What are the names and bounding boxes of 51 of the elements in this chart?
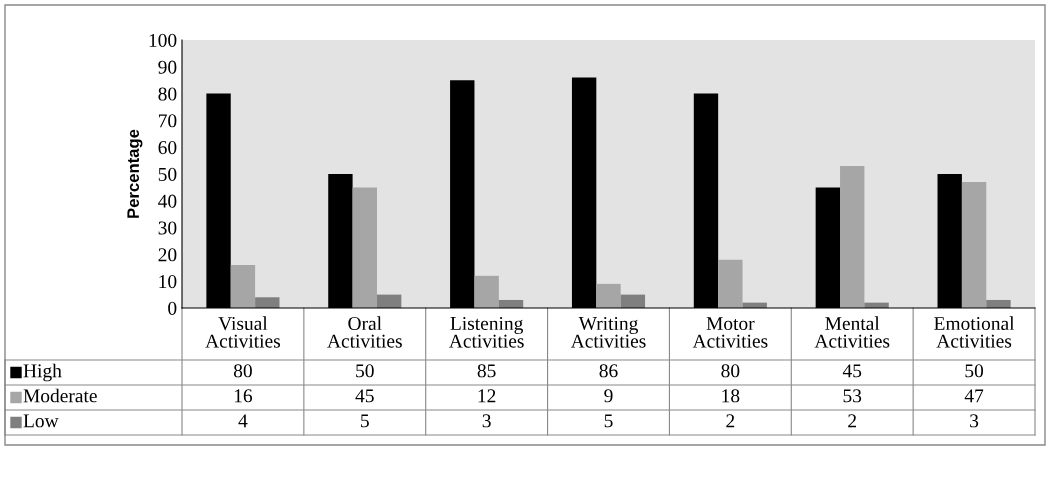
data-label: 45 (355, 389, 374, 403)
legend-label: High (23, 363, 62, 382)
data-label: 80 (721, 364, 740, 378)
bar (596, 283, 621, 308)
data-label: 47 (964, 389, 984, 403)
data-label: 18 (722, 389, 740, 403)
x-tick-label: Writing Activities (570, 316, 646, 348)
bar (255, 297, 280, 308)
x-tick-label: Emotional Activities (934, 316, 1015, 348)
data-label: 16 (234, 389, 253, 403)
data-label: 45 (842, 364, 862, 378)
data-label: 50 (965, 364, 984, 378)
data-label: 5 (604, 414, 613, 428)
y-tick-label: 60 (158, 141, 177, 155)
x-tick-label: Mental Activities (814, 316, 890, 348)
data-label: 80 (233, 364, 252, 378)
data-label: 2 (726, 414, 735, 428)
y-tick-label: 30 (158, 221, 177, 235)
y-tick-label: 70 (158, 114, 177, 128)
legend-label: Moderate (23, 388, 97, 403)
data-label: 3 (970, 414, 979, 428)
y-tick-label: 40 (158, 194, 177, 208)
y-tick-label: 0 (168, 301, 177, 315)
x-tick-label: Visual Activities (205, 316, 281, 348)
bar (718, 259, 743, 308)
bar (961, 182, 987, 308)
data-label: 5 (361, 414, 369, 428)
x-tick-label: Motor Activities (692, 317, 768, 348)
data-label: 50 (356, 364, 374, 378)
x-tick-label: Oral Activities (327, 316, 402, 348)
legend-label: Low (23, 414, 59, 428)
x-tick-label: Listening Activities (449, 316, 524, 348)
y-tick-label: 90 (158, 60, 177, 74)
data-label: 85 (477, 364, 496, 378)
y-tick-label: 20 (158, 248, 177, 262)
data-label: 4 (238, 414, 248, 428)
data-label: 12 (478, 389, 496, 403)
bar (352, 187, 377, 308)
data-label: 2 (848, 414, 856, 428)
data-label: 53 (843, 389, 862, 403)
bar (230, 265, 256, 308)
bar (840, 165, 865, 308)
data-label: 9 (604, 389, 613, 403)
data-label: 3 (482, 414, 491, 428)
y-tick-label: 100 (149, 33, 177, 47)
y-tick-label: 10 (159, 275, 177, 289)
data-label: 86 (599, 364, 618, 378)
y-tick-label: 50 (158, 167, 177, 181)
bar (474, 275, 499, 308)
y-tick-label: 80 (158, 87, 177, 101)
y-axis-title: Percentage (127, 129, 143, 218)
